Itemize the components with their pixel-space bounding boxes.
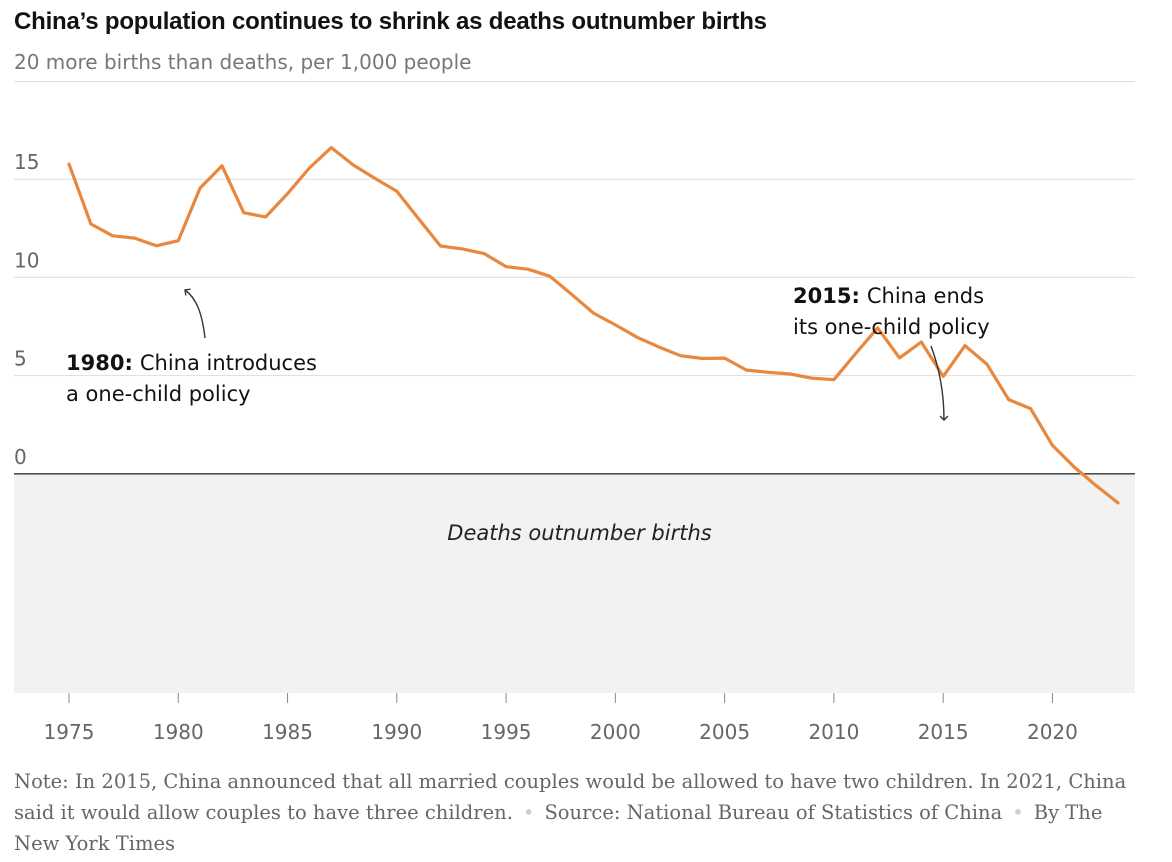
y-tick-label: 5 <box>14 347 27 371</box>
annotation-2015-year: 2015: <box>793 284 860 308</box>
negative-region <box>14 473 1135 693</box>
x-tick-label: 1995 <box>481 720 532 744</box>
x-tick-label: 2005 <box>699 720 750 744</box>
x-tick-label: 1980 <box>153 720 204 744</box>
annotation-2015-line1: 2015: China ends <box>793 284 984 308</box>
series-line <box>67 146 1120 505</box>
arrow-1980 <box>184 288 206 339</box>
arrow-2015 <box>930 345 949 421</box>
annotation-1980-line1: 1980: China introduces <box>66 351 317 375</box>
x-tick-label: 1985 <box>262 720 313 744</box>
y-tick-label: 0 <box>14 445 27 469</box>
x-tick-label: 1975 <box>44 720 95 744</box>
region-label: Deaths outnumber births <box>447 521 711 545</box>
chart-title: China’s population continues to shrink a… <box>14 8 767 35</box>
chart-footer: Note: In 2015, China announced that all … <box>14 766 1134 859</box>
y-axis: 0 5 10 15 <box>14 150 39 469</box>
annotation-1980-line2: a one-child policy <box>66 382 251 406</box>
y-tick-label: 15 <box>14 150 39 174</box>
line-chart: 0 5 10 15 1975 1980 1985 1990 1995 2000 2005 2010 2… <box>14 81 1135 744</box>
annotation-1980-year: 1980: <box>66 351 133 375</box>
x-tick-label: 2015 <box>918 720 969 744</box>
footer-separator: • <box>1012 801 1024 824</box>
x-tick-label: 1990 <box>371 720 422 744</box>
x-tick-label: 2020 <box>1027 720 1078 744</box>
footer-note: Note: In 2015, China announced that all … <box>14 770 1127 824</box>
footer-source: Source: National Bureau of Statistics of… <box>544 801 1003 824</box>
x-tick-label: 2000 <box>590 720 641 744</box>
annotation-1980-text1: China introduces <box>140 351 317 375</box>
x-tick-label: 2010 <box>808 720 859 744</box>
gridlines <box>14 178 1135 475</box>
footer-separator: • <box>522 801 535 824</box>
footer-byline: By The New York Times <box>14 801 1103 855</box>
annotation-2015-text1: China ends <box>867 284 984 308</box>
y-tick-label: 10 <box>14 248 39 272</box>
chart-subtitle: 20 more births than deaths, per 1,000 pe… <box>14 50 472 74</box>
x-axis: 1975 1980 1985 1990 1995 2000 2005 2010 2015 2020 <box>44 693 1078 744</box>
annotation-2015-line2: its one-child policy <box>793 315 990 339</box>
